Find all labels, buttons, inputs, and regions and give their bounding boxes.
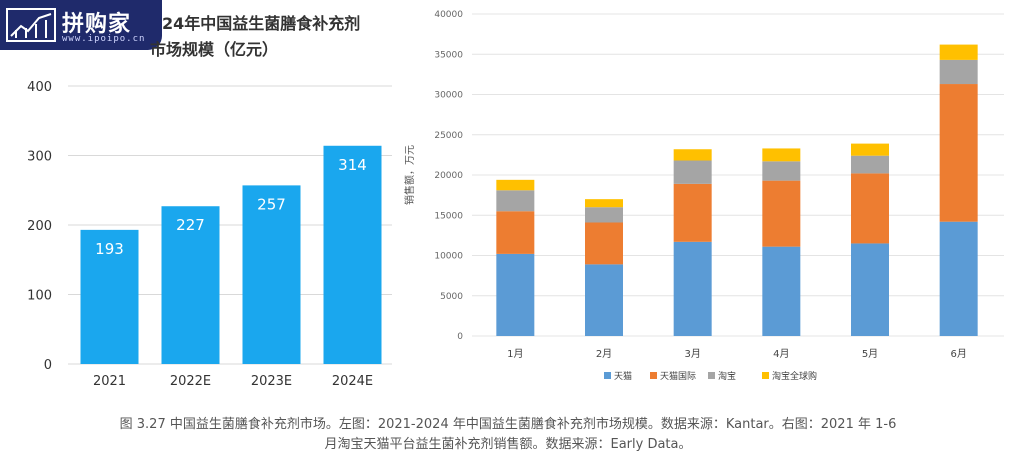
right-x-tick-label: 4月 xyxy=(773,348,789,360)
legend-label: 淘宝全球购 xyxy=(772,370,817,382)
left-chart-title-line1: 24年中国益生菌膳食补充剂 xyxy=(162,14,361,33)
right-x-tick-label: 6月 xyxy=(950,348,966,360)
right-bar-segment xyxy=(939,44,978,60)
left-bar-chart: 0 100 200 300 400 193 2021 227 2022E 257 2023E 314 2… xyxy=(27,80,392,389)
left-x-tick-label: 2021 xyxy=(93,374,126,389)
right-bar-segment xyxy=(851,173,889,244)
right-x-tick-label: 5月 xyxy=(862,348,878,360)
left-chart-title-line2: 市场规模（亿元） xyxy=(150,40,279,59)
legend-swatch xyxy=(762,372,769,379)
right-y-tick-label: 20000 xyxy=(434,171,463,181)
right-bar-segment xyxy=(851,143,889,156)
right-bar-segment xyxy=(762,180,801,247)
right-bar-segment xyxy=(496,211,535,254)
logo-url: www.ipoipo.cn xyxy=(62,34,146,44)
right-bar-segment xyxy=(673,149,712,161)
legend-label: 淘宝 xyxy=(718,370,736,382)
right-bar-segment xyxy=(673,183,712,242)
right-bar-segment xyxy=(673,241,712,336)
logo-text: 拼购家 xyxy=(62,12,132,37)
site-logo: 拼购家 www.ipoipo.cn xyxy=(0,0,162,50)
right-bar-segment xyxy=(673,160,712,184)
right-y-tick-label: 25000 xyxy=(434,131,463,141)
right-bar-segment xyxy=(939,221,978,336)
figure-caption-line2: 月淘宝天猫平台益生菌补充剂销售额。数据来源：Early Data。 xyxy=(324,437,692,452)
left-bar xyxy=(242,185,301,364)
right-bar-segment xyxy=(939,59,978,85)
right-y-tick-label: 30000 xyxy=(434,91,463,101)
right-bar-segment xyxy=(762,148,801,162)
left-bar-value-label: 227 xyxy=(176,216,205,234)
left-y-tick-label: 100 xyxy=(27,289,52,304)
right-y-tick-label: 0 xyxy=(457,332,463,342)
right-bar-segment xyxy=(585,264,623,336)
right-bar-segment xyxy=(762,161,801,181)
left-bar-value-label: 257 xyxy=(257,195,286,213)
legend-label: 天猫 xyxy=(614,370,632,382)
right-bar-segment xyxy=(496,179,535,191)
left-x-tick-label: 2024E xyxy=(332,374,373,389)
right-x-tick-label: 1月 xyxy=(507,348,523,360)
left-bar xyxy=(161,206,220,364)
right-bar-segment xyxy=(585,207,623,223)
right-bar-segment xyxy=(496,190,535,212)
left-x-tick-label: 2022E xyxy=(170,374,211,389)
right-y-tick-label: 5000 xyxy=(440,292,463,302)
right-bar-segment xyxy=(585,222,623,265)
left-bar-value-label: 314 xyxy=(338,156,367,174)
left-y-tick-label: 0 xyxy=(44,358,52,373)
left-y-tick-label: 200 xyxy=(27,219,52,234)
right-bar-segment xyxy=(851,243,889,336)
legend-swatch xyxy=(708,372,715,379)
right-x-tick-label: 3月 xyxy=(684,348,700,360)
left-bar xyxy=(80,229,139,364)
right-bar-segment xyxy=(939,84,978,222)
right-x-tick-label: 2月 xyxy=(596,348,612,360)
legend-swatch xyxy=(650,372,657,379)
left-bar xyxy=(323,145,382,364)
left-bar-value-label: 193 xyxy=(95,240,124,258)
right-bar-segment xyxy=(851,155,889,174)
right-y-axis-label: 销售额，万元 xyxy=(403,145,416,205)
right-bar-segment xyxy=(496,253,535,336)
left-y-tick-label: 400 xyxy=(27,80,52,95)
legend-swatch xyxy=(604,372,611,379)
right-y-tick-label: 35000 xyxy=(434,50,463,60)
right-bar-segment xyxy=(762,246,801,336)
right-bar-segment xyxy=(585,199,623,208)
figure-caption-line1: 图 3.27 中国益生菌膳食补充剂市场。左图：2021-2024 年中国益生菌膳… xyxy=(119,417,897,432)
chart-logo-icon xyxy=(6,8,56,42)
legend-label: 天猫国际 xyxy=(660,370,696,382)
right-y-tick-label: 15000 xyxy=(434,211,463,221)
left-x-tick-label: 2023E xyxy=(251,374,292,389)
right-stacked-bar-chart: 0 5000 10000 15000 20000 25000 30000 35000 40000… xyxy=(403,10,1004,382)
right-y-tick-label: 40000 xyxy=(434,10,463,20)
left-y-tick-label: 300 xyxy=(27,150,52,165)
right-y-tick-label: 10000 xyxy=(434,252,463,262)
